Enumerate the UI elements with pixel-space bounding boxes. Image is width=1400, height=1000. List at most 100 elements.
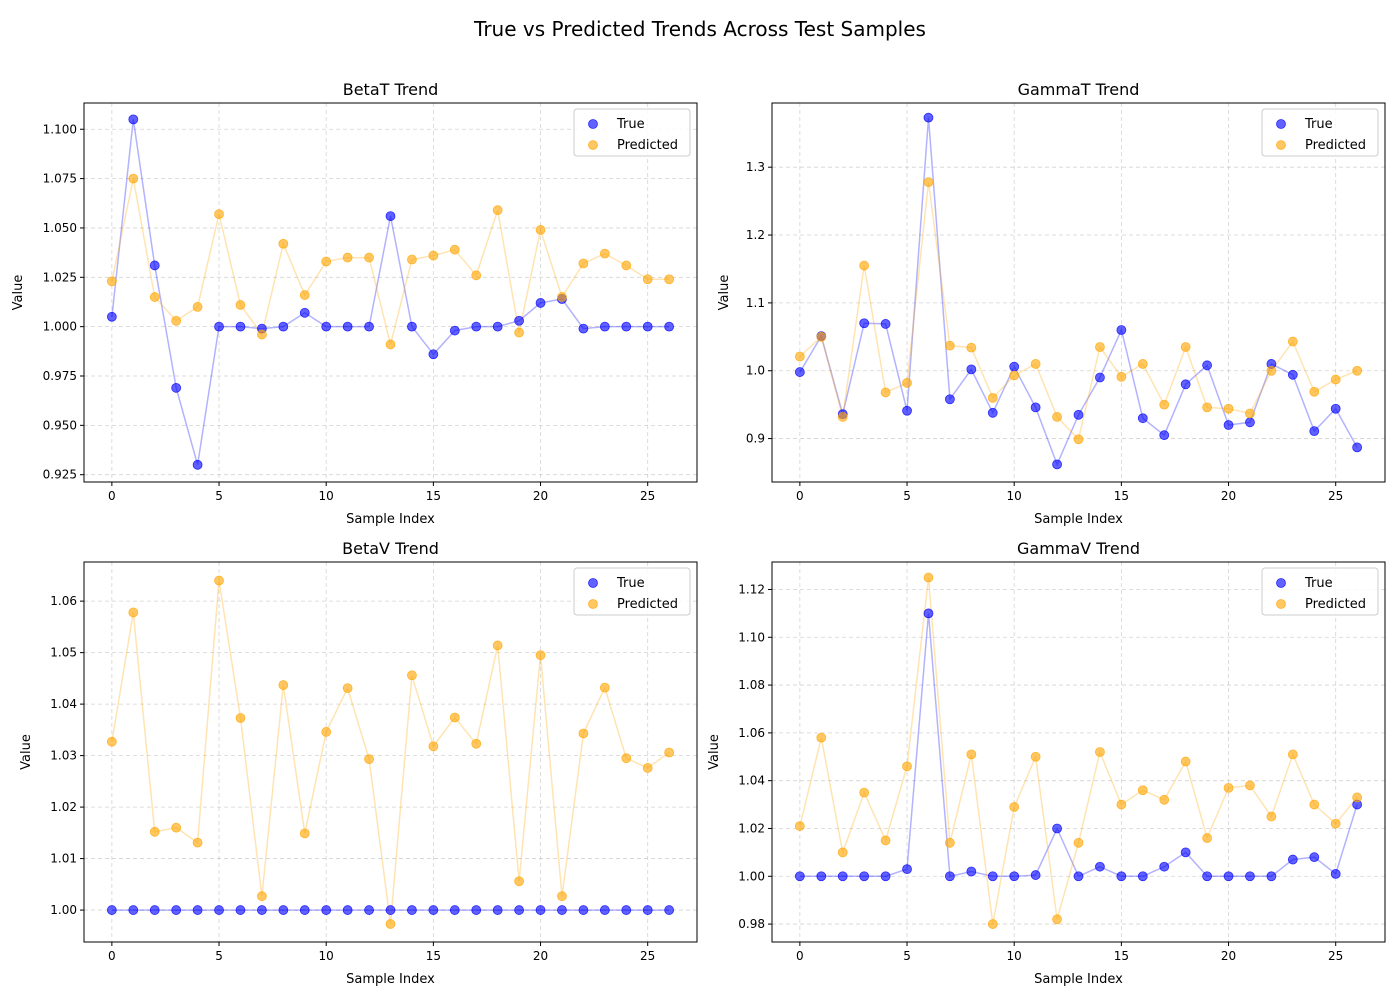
data-point-predicted [1202,833,1213,843]
data-point-true [642,321,653,332]
x-tick-label: 0 [108,949,116,963]
data-point-true [944,871,955,882]
x-tick-label: 15 [1114,489,1129,503]
data-point-predicted [1009,370,1020,381]
data-point-predicted [128,607,139,618]
legend-label-predicted: Predicted [617,138,678,153]
data-point-predicted [535,650,546,661]
y-tick-label: 1.2 [746,228,765,242]
data-point-true [299,307,310,318]
data-point-predicted [535,225,546,235]
data-point-true [342,321,353,332]
data-point-true [987,407,998,418]
data-point-predicted [1180,342,1191,352]
y-tick-label: 1.10 [738,630,765,644]
legend-label-true: True [616,117,645,132]
data-point-predicted [471,270,482,281]
y-tick-label: 1.01 [50,852,77,866]
data-point-predicted [557,891,567,902]
data-point-true [599,321,610,332]
panel-gammat: 0 5 10 15 20 25 0.9 1.0 1.1 1.2 1.3 GammaT Trend Sam… [717,80,1386,527]
data-point-true [192,905,203,915]
legend: True Predicted [1261,567,1379,616]
y-tick-label: 1.02 [50,800,77,814]
data-point-predicted [1095,747,1105,757]
y-tick-label: 0.98 [738,917,765,931]
data-point-true [557,905,567,915]
data-point-true [1052,459,1062,470]
data-point-predicted [1180,756,1191,767]
data-point-predicted [664,274,675,285]
data-point-true [1052,823,1062,834]
data-point-true [149,905,160,915]
data-point-true [492,321,503,332]
data-point-true [535,905,546,915]
data-point-true [621,905,632,915]
legend: True Predicted [573,567,691,616]
x-tick-label: 0 [796,489,804,503]
x-tick-label: 0 [796,949,804,963]
data-point-predicted [1073,434,1084,445]
legend-label-true: True [1304,117,1333,132]
data-point-predicted [1030,359,1041,369]
data-point-predicted [987,392,998,403]
x-tick-label: 10 [319,489,334,503]
data-point-true [1159,861,1170,872]
x-tick-label: 20 [1221,949,1236,963]
legend-marker-true [588,119,598,129]
y-tick-label: 1.06 [50,594,77,608]
data-point-predicted [599,682,610,693]
data-point-predicted [407,670,417,681]
data-point-true [621,321,632,332]
data-point-true [859,318,870,329]
panel-title: BetaT Trend [343,80,439,99]
panel-title: GammaT Trend [1018,80,1140,99]
data-point-true [106,905,117,915]
data-point-predicted [1116,371,1127,382]
y-tick-label: 1.08 [738,678,765,692]
data-point-true [1223,871,1234,882]
data-point-true [214,905,224,915]
legend-marker-predicted [1276,599,1286,609]
data-point-predicted [214,575,224,586]
series-line-predicted [111,580,670,925]
data-point-predicted [816,732,827,743]
data-point-predicted [837,411,848,422]
legend-marker-true [588,578,598,588]
data-point-true [407,905,417,915]
data-point-predicted [1052,411,1062,422]
data-point-true [171,905,182,915]
x-tick-label: 5 [215,949,223,963]
data-point-true [1330,868,1341,879]
data-point-true [299,905,310,915]
y-axis-label: Value [19,734,34,770]
data-point-true [514,905,525,915]
data-point-predicted [514,876,525,887]
data-point-predicted [880,387,891,398]
panel-title: BetaV Trend [342,539,439,558]
data-point-predicted [1287,749,1298,760]
data-point-true [1309,852,1320,863]
data-point-true [1287,369,1298,380]
legend-label-true: True [616,576,645,591]
data-point-true [859,871,870,882]
data-point-predicted [578,258,589,269]
data-point-true [471,905,482,915]
y-tick-label: 1.3 [746,160,765,174]
data-point-true [256,905,267,915]
data-point-predicted [449,712,460,723]
data-point-true [1352,442,1363,453]
data-point-true [342,905,353,915]
data-point-predicted [642,763,653,773]
y-axis-label: Value [707,734,722,770]
data-point-true [128,905,139,915]
legend-marker-predicted [588,140,598,150]
data-point-true [1137,413,1148,424]
data-point-predicted [944,837,955,848]
data-point-true [880,871,891,882]
data-point-predicted [923,177,934,188]
y-tick-label: 0.950 [43,418,77,432]
data-point-predicted [1352,365,1363,376]
legend-box [1261,567,1379,616]
x-tick-label: 15 [426,949,441,963]
